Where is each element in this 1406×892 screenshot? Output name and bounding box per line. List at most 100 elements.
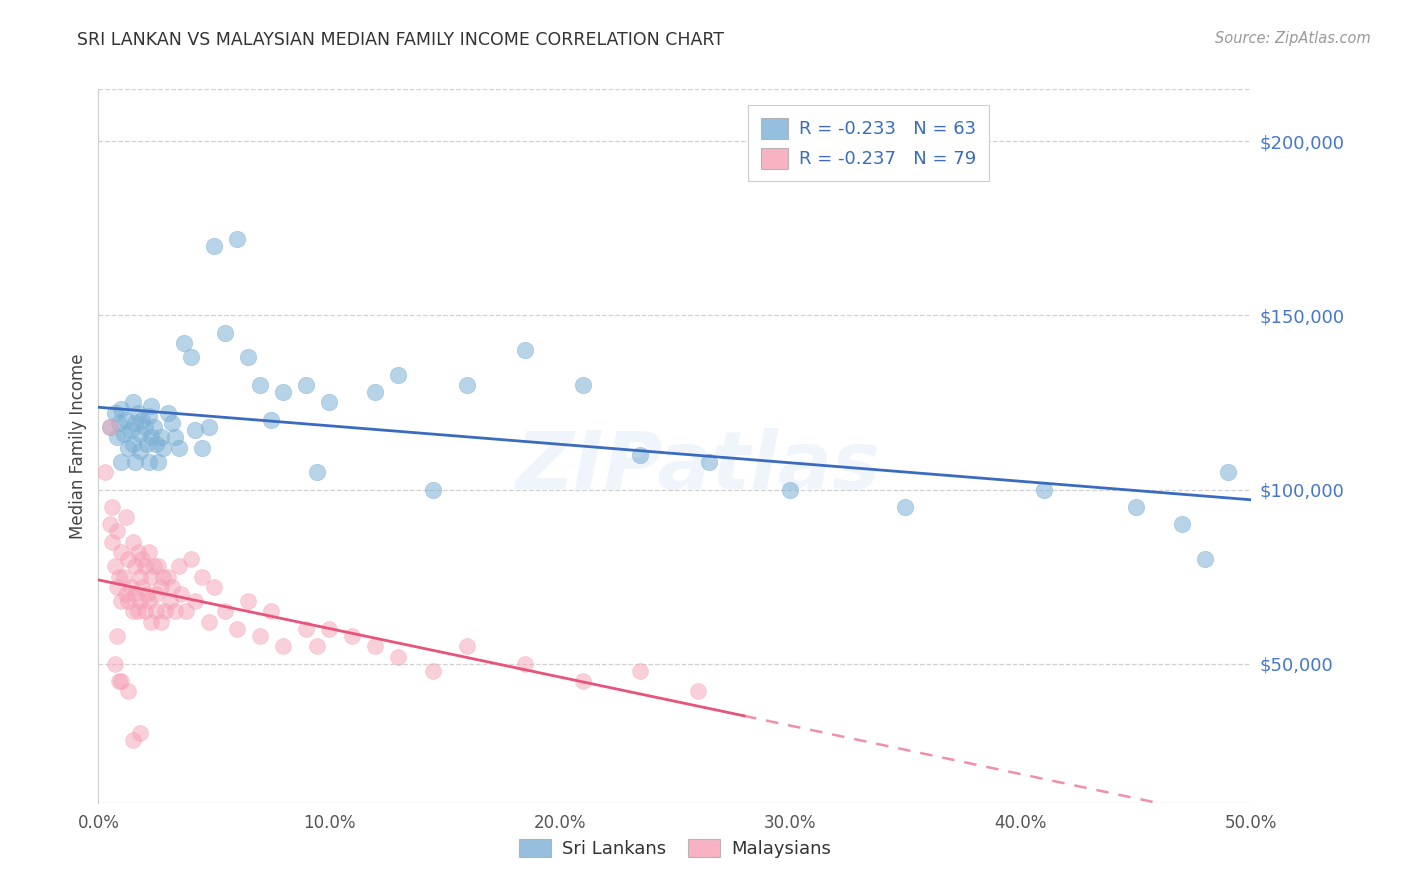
Point: [225, 232, 247, 246]
Point: [307, 465, 329, 479]
Point: [120, 423, 142, 437]
Point: [148, 559, 170, 574]
Point: [141, 430, 163, 444]
Point: [214, 604, 236, 618]
Point: [163, 604, 186, 618]
Point: [110, 545, 132, 559]
Point: [202, 239, 225, 253]
Point: [101, 500, 124, 514]
Point: [122, 604, 145, 618]
Point: [456, 378, 478, 392]
Point: [159, 594, 181, 608]
Point: [122, 437, 145, 451]
Point: [686, 684, 709, 698]
Point: [894, 500, 917, 514]
Point: [167, 559, 190, 574]
Point: [112, 569, 135, 583]
Point: [145, 604, 167, 618]
Point: [134, 604, 156, 618]
Point: [105, 430, 128, 444]
Point: [167, 441, 190, 455]
Point: [124, 587, 146, 601]
Point: [295, 622, 318, 636]
Point: [131, 413, 153, 427]
Point: [115, 413, 138, 427]
Point: [103, 559, 125, 574]
Point: [340, 629, 363, 643]
Point: [422, 664, 444, 678]
Point: [364, 639, 387, 653]
Point: [779, 483, 801, 497]
Point: [105, 629, 128, 643]
Point: [271, 385, 294, 400]
Point: [110, 455, 132, 469]
Point: [152, 569, 174, 583]
Point: [129, 569, 152, 583]
Point: [122, 395, 145, 409]
Point: [571, 673, 593, 688]
Point: [307, 639, 329, 653]
Point: [628, 664, 651, 678]
Point: [214, 326, 236, 340]
Point: [138, 455, 160, 469]
Point: [124, 417, 146, 431]
Point: [94, 465, 117, 479]
Point: [141, 569, 163, 583]
Point: [191, 441, 214, 455]
Point: [138, 545, 160, 559]
Point: [117, 552, 139, 566]
Point: [1218, 465, 1240, 479]
Point: [1125, 500, 1147, 514]
Point: [295, 378, 318, 392]
Point: [138, 594, 160, 608]
Point: [422, 483, 444, 497]
Point: [148, 455, 170, 469]
Point: [110, 673, 132, 688]
Point: [249, 378, 271, 392]
Point: [103, 657, 125, 671]
Point: [131, 580, 153, 594]
Point: [127, 604, 149, 618]
Point: [117, 441, 139, 455]
Point: [105, 524, 128, 539]
Point: [110, 594, 132, 608]
Point: [156, 406, 179, 420]
Point: [110, 402, 132, 417]
Point: [131, 552, 153, 566]
Point: [108, 673, 131, 688]
Legend: Sri Lankans, Malaysians: Sri Lankans, Malaysians: [512, 831, 838, 865]
Text: SRI LANKAN VS MALAYSIAN MEDIAN FAMILY INCOME CORRELATION CHART: SRI LANKAN VS MALAYSIAN MEDIAN FAMILY IN…: [77, 31, 724, 49]
Point: [180, 552, 202, 566]
Point: [170, 587, 193, 601]
Point: [142, 559, 165, 574]
Point: [101, 534, 124, 549]
Point: [112, 426, 135, 441]
Point: [141, 399, 163, 413]
Point: [387, 368, 409, 382]
Point: [129, 726, 152, 740]
Point: [387, 649, 409, 664]
Point: [145, 587, 167, 601]
Point: [260, 413, 283, 427]
Point: [318, 622, 340, 636]
Point: [238, 350, 260, 364]
Point: [160, 417, 183, 431]
Point: [260, 604, 283, 618]
Point: [249, 629, 271, 643]
Point: [135, 587, 157, 601]
Point: [1032, 483, 1054, 497]
Point: [149, 580, 172, 594]
Point: [163, 430, 186, 444]
Point: [142, 420, 165, 434]
Point: [364, 385, 387, 400]
Text: ZIPatlas: ZIPatlas: [516, 428, 880, 507]
Point: [513, 343, 536, 358]
Point: [152, 441, 174, 455]
Point: [124, 559, 146, 574]
Point: [122, 733, 145, 747]
Point: [149, 430, 172, 444]
Point: [155, 604, 177, 618]
Point: [124, 455, 146, 469]
Point: [98, 517, 121, 532]
Point: [115, 510, 138, 524]
